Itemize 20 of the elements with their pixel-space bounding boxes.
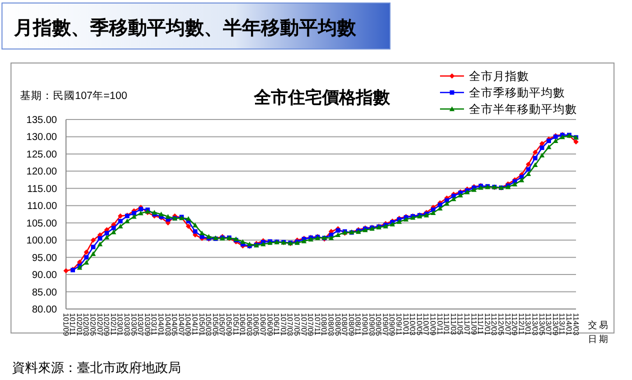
y-tick-label: 135.00: [26, 115, 58, 126]
legend-label: 全市季移動平均數: [469, 86, 565, 100]
y-tick-label: 85.00: [32, 287, 58, 298]
y-tick-label: 130.00: [26, 132, 58, 144]
y-tick-label: 100.00: [26, 236, 58, 247]
y-tick-label: 110.00: [27, 201, 58, 212]
x-axis-title: 交易日期: [588, 320, 610, 344]
text: 基期：民國107年=100: [20, 89, 128, 102]
y-tick-label: 105.00: [26, 218, 58, 230]
source-note: 資料來源：臺北市政府地政局: [12, 360, 181, 375]
chart-subtitle: 全市住宅價格指數: [253, 88, 391, 107]
y-tick-label: 115.00: [27, 184, 58, 195]
legend-label: 全市半年移動平均數: [469, 102, 577, 116]
y-tick-label: 125.00: [26, 149, 58, 160]
legend-label: 全市月指數: [469, 69, 529, 83]
y-tick-label: 90.00: [32, 270, 58, 282]
y-tick-label: 120.00: [26, 166, 58, 178]
y-tick-label: 80.00: [32, 304, 58, 316]
y-tick-label: 95.00: [32, 252, 58, 264]
chart-title: 月指數、季移動平均數、半年移動平均數: [13, 17, 357, 39]
